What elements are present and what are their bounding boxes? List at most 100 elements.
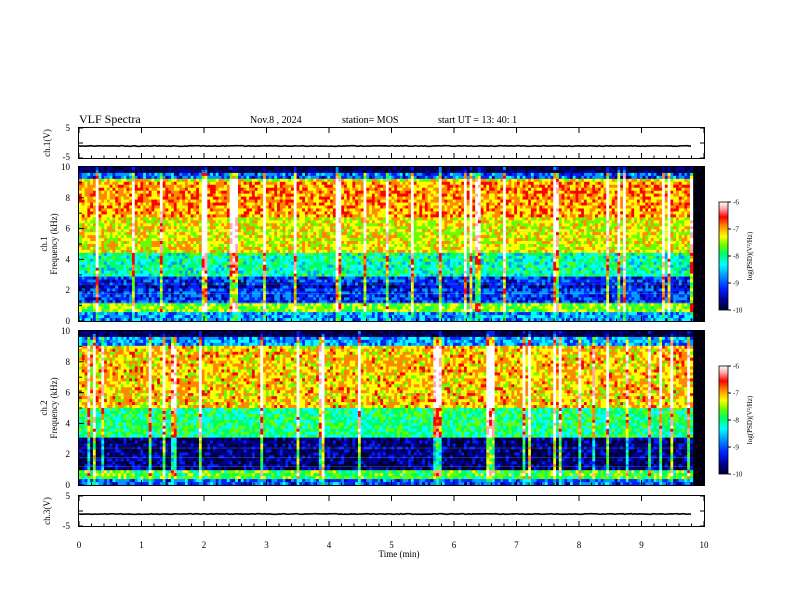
ch1-spectrogram-cell [126,300,129,303]
ch1-spectrogram-cell [263,265,266,268]
ch1-spectrogram-cell [319,229,322,232]
ch1-spectrogram-cell [291,167,294,170]
ch1-spectrogram-cell [255,297,258,300]
ch1-spectrogram-cell [174,312,177,315]
ch1-spectrogram-cell [338,191,341,194]
ch1-spectrogram-cell [325,208,328,211]
ch1-spectrogram-cell [126,256,129,259]
ch1-spectrogram-cell [338,271,341,274]
ch1-spectrogram-cell [163,223,166,226]
ch1-spectrogram-cell [112,309,115,312]
ch1-spectrogram-cell [79,247,82,250]
ch1-spectrogram-cell [99,265,102,268]
ch1-spectrogram-cell [224,262,227,265]
ch1-spectrogram-cell [319,235,322,238]
ch1-spectrogram-cell [216,197,219,200]
ch1-spectrogram-cell [171,318,174,321]
ch1-spectrogram-cell [252,170,255,173]
ch1-spectrogram-cell [99,223,102,226]
ch1-spectrogram-cell [79,179,82,182]
ch1-spectrogram-cell [87,280,90,283]
ch1-spectrogram-cell [325,197,328,200]
ch1-spectrogram-cell [299,229,302,232]
ch1-spectrogram-cell [338,253,341,256]
ch1-spectrogram-cell [135,306,138,309]
ch1-spectrogram-cell [241,176,244,179]
ch1-spectrogram-cell [252,309,255,312]
ch1-spectrogram-cell [230,211,233,214]
ch1-spectrogram-cell [149,265,152,268]
ch1-spectrogram-cell [302,206,305,209]
ch1-spectrogram-cell [129,306,132,309]
ch1-spectrogram-cell [140,256,143,259]
ch1-spectrogram-cell [193,197,196,200]
ch1-spectrogram-cell [93,208,96,211]
ch1-spectrogram-cell [291,277,294,280]
ch1-spectrogram-cell [193,238,196,241]
ch1-spectrogram-cell [258,300,261,303]
ch1-spectrogram-cell [341,280,344,283]
ch1-spectrogram-cell [165,318,168,321]
ch1-spectrogram-cell [277,167,280,170]
ch1-spectrogram-cell [258,285,261,288]
ch1-spectrogram-cell [338,315,341,318]
ch1-spectrogram-cell [188,179,191,182]
ch1-spectrogram-cell [333,244,336,247]
ch1-spectrogram-cell [93,300,96,303]
ch1-spectrogram-cell [341,271,344,274]
ch1-spectrogram-cell [165,262,168,265]
ch1-spectrogram-cell [325,309,328,312]
ch1-spectrogram-cell [221,208,224,211]
ch1-spectrogram-cell [160,200,163,203]
ch1-spectrogram-cell [263,259,266,262]
ch1-spectrogram-cell [90,268,93,271]
ch1-spectrogram-cell [232,173,235,176]
ch1-spectrogram-cell [216,191,219,194]
ch1-spectrogram-cell [79,232,82,235]
ch1-spectrogram-cell [319,241,322,244]
ch1-spectrogram-cell [101,176,104,179]
ch1-spectrogram-cell [104,203,107,206]
ch1-spectrogram-cell [138,206,141,209]
ch1-spectrogram-cell [330,274,333,277]
ch1-spectrogram-cell [294,244,297,247]
ch1-spectrogram-cell [210,297,213,300]
ch1-spectrogram-cell [311,238,314,241]
ch1-spectrogram-cell [322,277,325,280]
ch1-spectrogram-cell [171,312,174,315]
ch1-spectrogram-cell [132,288,135,291]
ch1-spectrogram-cell [235,291,238,294]
ch1-spectrogram-cell [152,188,155,191]
ch1-spectrogram-cell [344,250,347,253]
ch1-spectrogram-cell [168,253,171,256]
ch1-spectrogram-cell [112,250,115,253]
ch1-spectrogram-cell [149,188,152,191]
ch1-spectrogram-cell [291,217,294,220]
ch1-spectrogram-cell [338,256,341,259]
ch1-spectrogram-cell [191,188,194,191]
ch1-spectrogram-cell [168,179,171,182]
ch1-spectrogram-cell [152,194,155,197]
ch1-spectrogram-cell [305,271,308,274]
ch1-spectrogram-cell [297,253,300,256]
ch1-spectrogram-cell [232,191,235,194]
ch1-spectrogram-cell [152,173,155,176]
ch1-spectrogram-cell [124,268,127,271]
ch1-spectrogram-cell [280,244,283,247]
ch1-spectrogram-cell [297,259,300,262]
ch1-spectrogram-cell [138,268,141,271]
ch1-spectrogram-cell [235,285,238,288]
ch1-spectrogram-cell [224,288,227,291]
ch1-spectrogram-cell [313,312,316,315]
ch1-spectrogram-cell [230,259,233,262]
ch1-spectrogram-cell [302,262,305,265]
ch1-spectrogram-cell [216,253,219,256]
ch1-spectrogram-cell [263,214,266,217]
ch1-spectrogram-cell [182,294,185,297]
ch1-spectrogram-cell [218,188,221,191]
ch1-spectrogram-cell [266,250,269,253]
ch1-spectrogram-cell [163,268,166,271]
ch1-spectrogram-cell [246,188,249,191]
ch1-spectrogram-cell [96,167,99,170]
ch1-spectrogram-cell [336,297,339,300]
